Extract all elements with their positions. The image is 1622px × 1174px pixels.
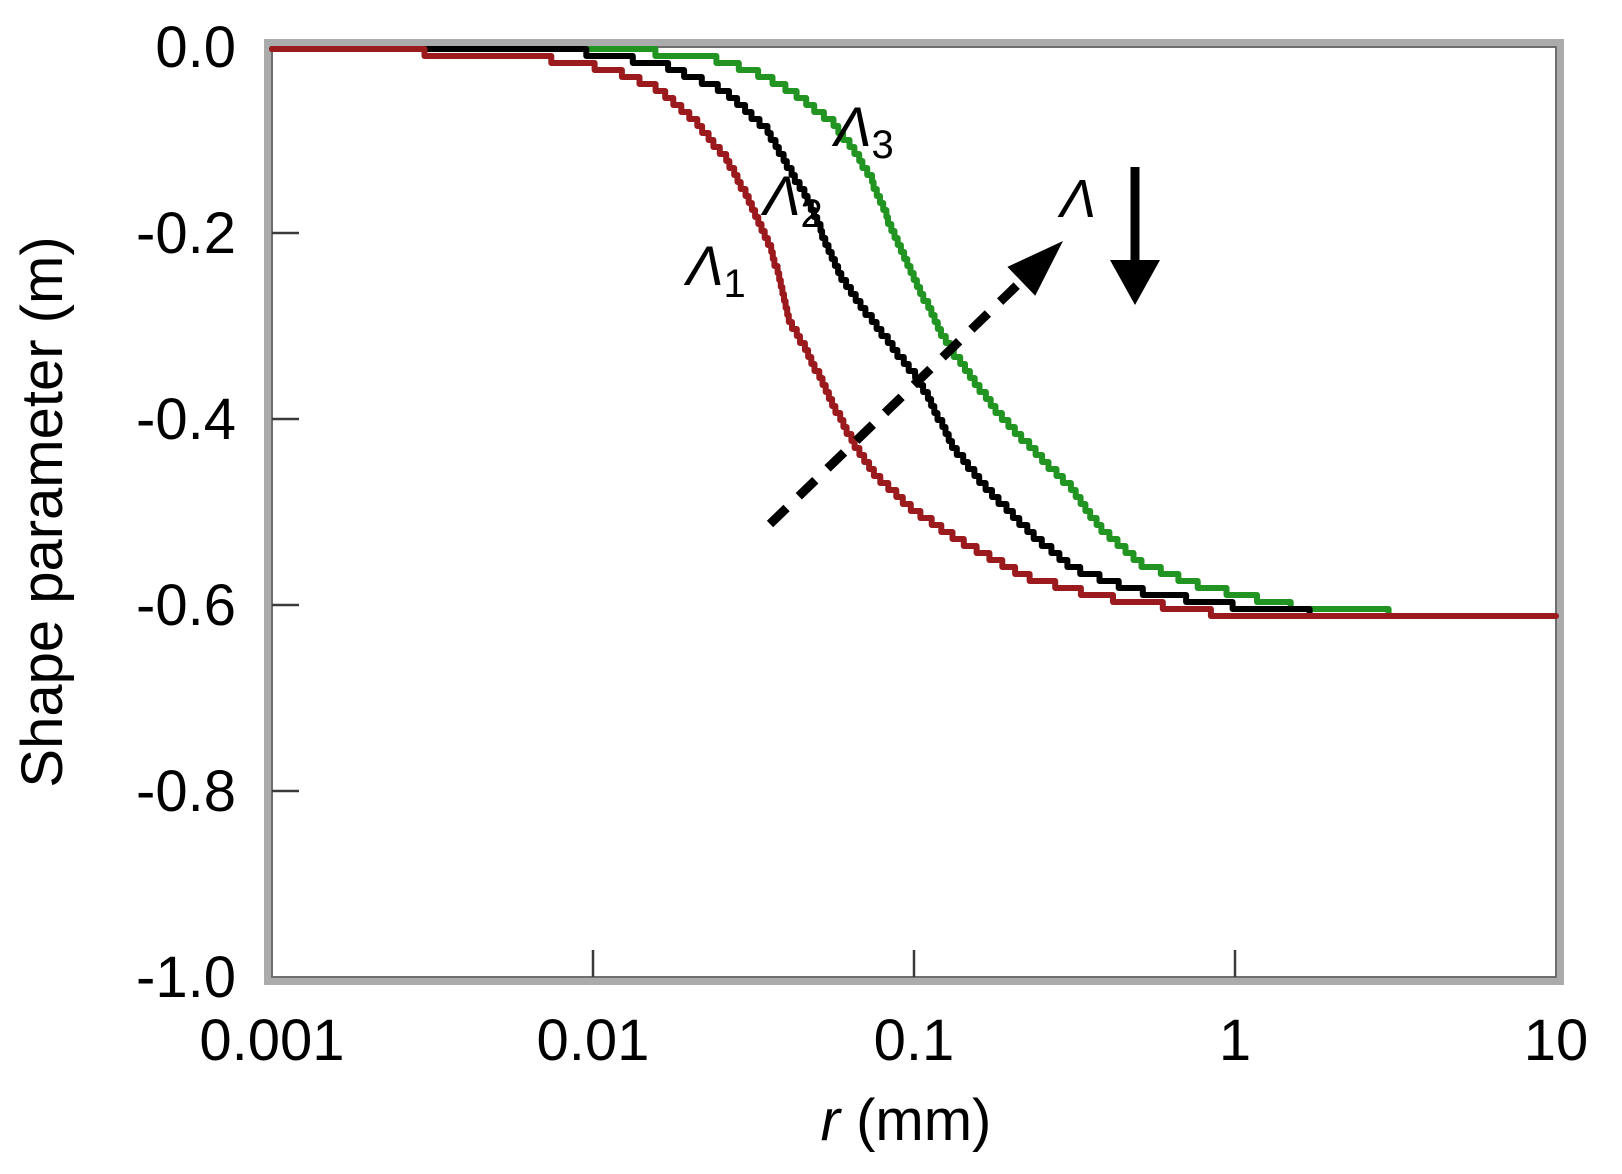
curve-label-symbol: Λ [831,95,871,158]
x-tick-label: 0.001 [199,1008,344,1073]
lambda-annotation-label: Λ [1057,169,1096,229]
dashed-arrow-line [766,272,1031,528]
annotations: Λ [766,167,1160,528]
x-tick-label: 0.01 [537,1008,650,1073]
y-axis-title: Shape parameter (m) [10,236,75,787]
curve-label-symbol: Λ [760,164,800,227]
y-tick-label: -0.8 [136,759,236,824]
x-tick-label: 0.1 [874,1008,955,1073]
y-axis-tick-labels: 0.0 -0.2 -0.4 -0.6 -0.8 -1.0 [136,15,236,1010]
curve-label-symbol: Λ [683,234,723,297]
curve-label: Λ2 [760,164,823,236]
y-tick-label: -0.6 [136,573,236,638]
y-tick-label: -0.2 [136,201,236,266]
dashed-arrow-head-icon [1007,241,1063,296]
curve-label-subscript: 1 [724,262,746,306]
data-series [269,46,1559,619]
plot-frame-outer [264,39,1564,985]
curve-Lambda1 [269,46,1559,619]
down-arrow-head-icon [1110,260,1160,305]
x-tick-label: 1 [1219,1008,1251,1073]
curve-Lambda2 [269,46,1342,619]
curve-label-subscript: 2 [801,192,823,236]
x-axis-title-unit: (mm) [840,1088,991,1153]
y-tick-label: -0.4 [136,387,236,452]
x-axis-tick-labels: 0.001 0.01 0.1 1 10 [199,1008,1588,1073]
x-axis-ticks [591,950,1237,977]
y-tick-label: -1.0 [136,945,236,1010]
curve-Lambda3 [269,46,1447,619]
y-axis-ticks [272,231,299,793]
x-axis-title: r (mm) [821,1088,992,1153]
x-tick-label: 10 [1524,1008,1589,1073]
y-tick-label: 0.0 [155,15,236,80]
curve-label-subscript: 3 [872,123,894,167]
x-axis-title-symbol: r [821,1088,843,1153]
curve-label: Λ3 [831,95,894,167]
curve-label: Λ1 [683,234,746,306]
